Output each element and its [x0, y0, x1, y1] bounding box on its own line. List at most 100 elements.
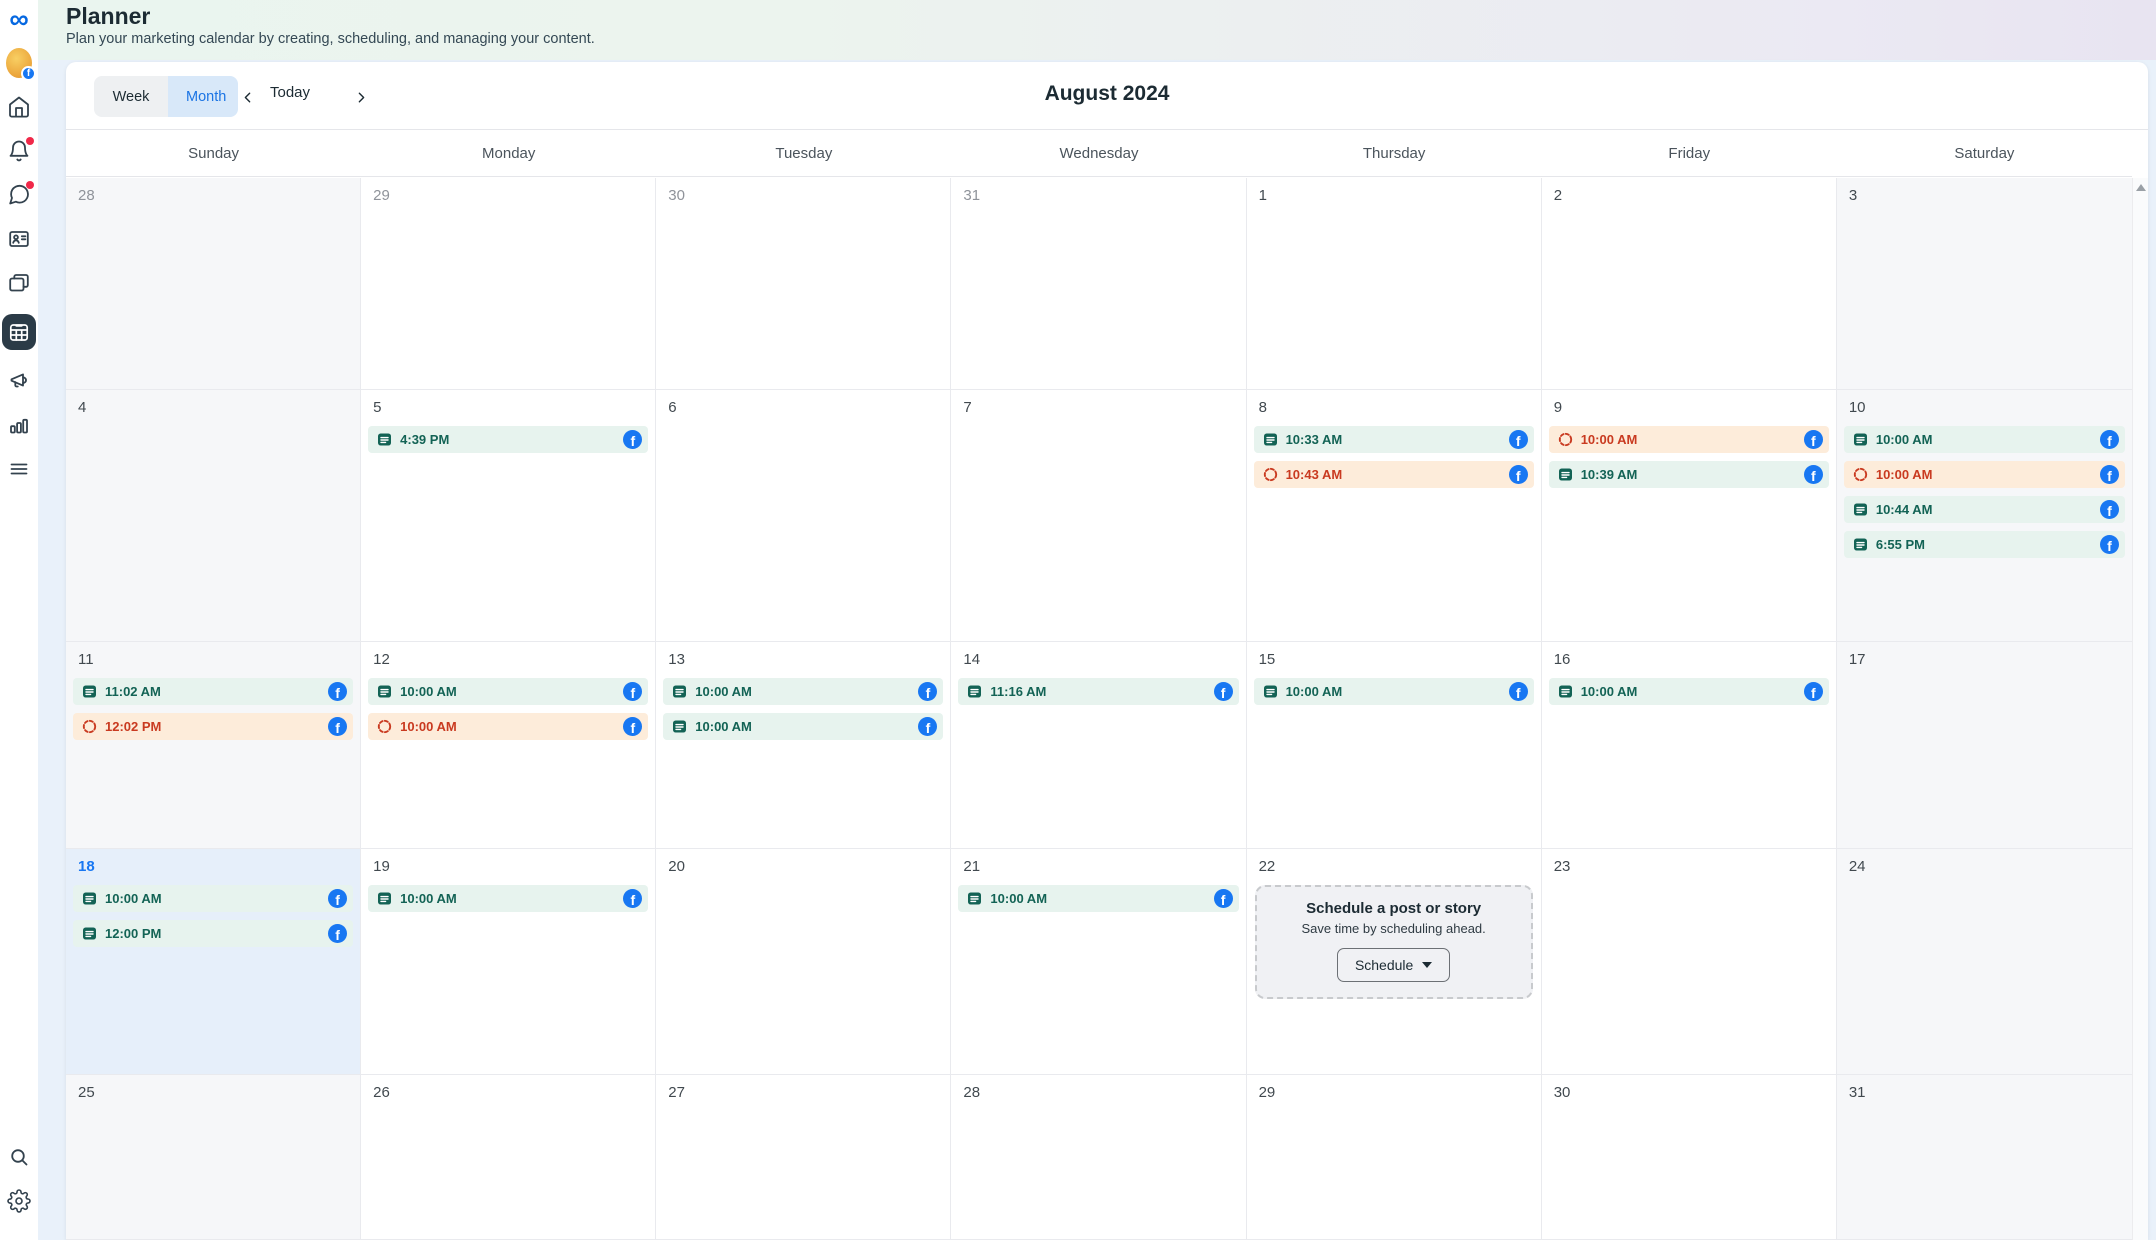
sidebar-item-meta-logo: ∞ [6, 6, 32, 33]
schedule-button[interactable]: Schedule [1336, 948, 1451, 982]
calendar-day-cell-11[interactable]: 11 11:02 AM f 12:02 PM f [66, 642, 362, 849]
calendar-day-cell-5[interactable]: 5 4:39 PM f [361, 390, 657, 642]
scheduled-story-pill[interactable]: 10:43 AM f [1253, 461, 1534, 488]
calendar-day-cell-18[interactable]: 18 10:00 AM f 12:00 PM f [66, 849, 362, 1075]
calendar-day-cell-12[interactable]: 12 10:00 AM f 10:00 AM f [361, 642, 657, 849]
event-time: 10:44 AM [1875, 502, 1933, 517]
scheduled-post-pill[interactable]: 10:00 AM f [1253, 678, 1534, 705]
sidebar-item-inbox[interactable] [6, 181, 34, 208]
sidebar-item-contacts[interactable] [6, 226, 32, 252]
calendar-day-cell-10[interactable]: 10 10:00 AM f 10:00 AM f 10:44 AM f 6:55 PM f [1836, 390, 2132, 642]
calendar-day-cell-26[interactable]: 26 [361, 1075, 657, 1240]
scheduled-post-pill[interactable]: 10:39 AM f [1548, 461, 1829, 488]
calendar-day-cell-19[interactable]: 19 10:00 AM f [361, 849, 657, 1075]
calendar-day-cell-22[interactable]: 22 Schedule a post or story Save time by s… [1246, 849, 1542, 1075]
scheduled-post-pill[interactable]: 11:02 AM f [73, 678, 354, 705]
sidebar-item-search[interactable] [6, 1144, 32, 1170]
scheduled-post-pill[interactable]: 10:00 AM f [368, 885, 649, 912]
day-number: 3 [1848, 187, 1858, 204]
calendar-day-cell-9[interactable]: 9 10:00 AM f 10:39 AM f [1541, 390, 1837, 642]
calendar-day-cell-1[interactable]: 1 [1246, 178, 1542, 390]
scheduled-post-pill[interactable]: 12:00 PM f [73, 920, 354, 947]
calendar-day-cell-24[interactable]: 24 [1836, 849, 2132, 1075]
scheduled-post-pill[interactable]: 4:39 PM f [368, 426, 649, 453]
planner-calendar-card: Week Month Today August 2024 Sunday Monda… [66, 62, 2148, 1240]
calendar-day-cell-6[interactable]: 6 [656, 390, 952, 642]
calendar-day-cell-29[interactable]: 29 [1246, 1075, 1542, 1240]
calendar-day-cell-28[interactable]: 28 [951, 1075, 1247, 1240]
scheduled-story-pill[interactable]: 12:02 PM f [73, 713, 354, 740]
calendar-day-cell-25[interactable]: 25 [66, 1075, 362, 1240]
calendar-day-cell-3[interactable]: 3 [1836, 178, 2132, 390]
next-month-button[interactable] [348, 84, 374, 110]
day-number: 30 [668, 187, 685, 204]
day-events: 10:00 AM f [361, 885, 655, 912]
sidebar-item-home[interactable] [6, 94, 32, 120]
page-header-banner: Planner Plan your marketing calendar by … [38, 0, 2156, 60]
scheduled-post-pill[interactable]: 10:00 AM f [663, 713, 944, 740]
calendar-day-cell-2[interactable]: 2 [1541, 178, 1837, 390]
weekday-label-sunday: Sunday [188, 144, 239, 162]
calendar-day-cell-30-prev-month[interactable]: 30 [656, 178, 952, 390]
megaphone-icon [10, 373, 27, 388]
sidebar-item-planner[interactable] [2, 314, 36, 350]
sidebar-item-business-avatar[interactable]: f [6, 48, 36, 81]
scheduled-post-pill[interactable]: 10:00 AM f [663, 678, 944, 705]
day-events: 10:33 AM f 10:43 AM f [1247, 426, 1541, 488]
sidebar-item-ads[interactable] [6, 368, 32, 394]
calendar-day-cell-27[interactable]: 27 [656, 1075, 952, 1240]
scheduled-post-pill[interactable]: 10:00 AM f [1843, 426, 2125, 453]
post-icon [83, 927, 96, 940]
scheduled-post-pill[interactable]: 10:33 AM f [1253, 426, 1534, 453]
post-icon [1853, 538, 1867, 551]
day-number: 27 [668, 1084, 685, 1101]
scheduled-post-pill[interactable]: 10:00 AM f [73, 885, 354, 912]
post-icon [378, 892, 392, 905]
scheduled-post-pill[interactable]: 10:00 AM f [368, 678, 649, 705]
scheduled-post-pill[interactable]: 10:00 AM f [958, 885, 1239, 912]
day-number: 8 [1258, 399, 1267, 416]
sidebar-item-notifications[interactable] [6, 137, 34, 164]
sidebar-item-insights[interactable] [6, 412, 32, 438]
facebook-icon: f [1508, 682, 1528, 701]
calendar-day-cell-4[interactable]: 4 [66, 390, 362, 642]
calendar-day-cell-23[interactable]: 23 [1541, 849, 1837, 1075]
previous-month-button[interactable] [234, 84, 260, 110]
calendar-day-cell-20[interactable]: 20 [656, 849, 952, 1075]
scheduled-story-pill[interactable]: 10:00 AM f [1548, 426, 1829, 453]
scheduled-story-pill[interactable]: 10:00 AM f [1843, 461, 2125, 488]
calendar-day-cell-31[interactable]: 31 [1836, 1075, 2132, 1240]
facebook-icon: f [1213, 682, 1233, 701]
calendar-day-cell-15[interactable]: 15 10:00 AM f [1246, 642, 1542, 849]
calendar-day-cell-31-prev-month[interactable]: 31 [951, 178, 1247, 390]
chat-icon [9, 184, 29, 205]
weekday-header-row: Sunday Monday Tuesday Wednesday Thursday Frid… [66, 130, 2132, 177]
today-button[interactable]: Today [270, 84, 311, 101]
schedule-promo-card: Schedule a post or story Save time by sch… [1254, 885, 1533, 999]
calendar-day-cell-7[interactable]: 7 [951, 390, 1247, 642]
sidebar-item-content[interactable] [6, 270, 32, 296]
calendar-day-cell-28-prev-month[interactable]: 28 [66, 178, 362, 390]
sidebar-item-settings[interactable] [6, 1188, 32, 1214]
day-number: 1 [1258, 187, 1267, 204]
scroll-up-arrow-icon[interactable] [2136, 184, 2146, 191]
day-number: 29 [373, 187, 390, 204]
post-icon [378, 685, 392, 698]
scheduled-post-pill[interactable]: 10:00 AM f [1548, 678, 1829, 705]
calendar-day-cell-17[interactable]: 17 [1836, 642, 2132, 849]
month-view-button[interactable]: Month [168, 76, 238, 117]
calendar-day-cell-14[interactable]: 14 11:16 AM f [951, 642, 1247, 849]
calendar-day-cell-8[interactable]: 8 10:33 AM f 10:43 AM f [1246, 390, 1542, 642]
scheduled-story-pill[interactable]: 10:00 AM f [368, 713, 649, 740]
week-view-button[interactable]: Week [94, 76, 168, 117]
scheduled-post-pill[interactable]: 6:55 PM f [1843, 531, 2125, 558]
scheduled-post-pill[interactable]: 10:44 AM f [1843, 496, 2125, 523]
calendar-day-cell-16[interactable]: 16 10:00 AM f [1541, 642, 1837, 849]
calendar-day-cell-21[interactable]: 21 10:00 AM f [951, 849, 1247, 1075]
vertical-scrollbar[interactable] [2132, 178, 2148, 1240]
calendar-day-cell-29-prev-month[interactable]: 29 [361, 178, 657, 390]
calendar-day-cell-30[interactable]: 30 [1541, 1075, 1837, 1240]
calendar-day-cell-13[interactable]: 13 10:00 AM f 10:00 AM f [656, 642, 952, 849]
sidebar-item-more[interactable] [6, 456, 32, 482]
scheduled-post-pill[interactable]: 11:16 AM f [958, 678, 1239, 705]
